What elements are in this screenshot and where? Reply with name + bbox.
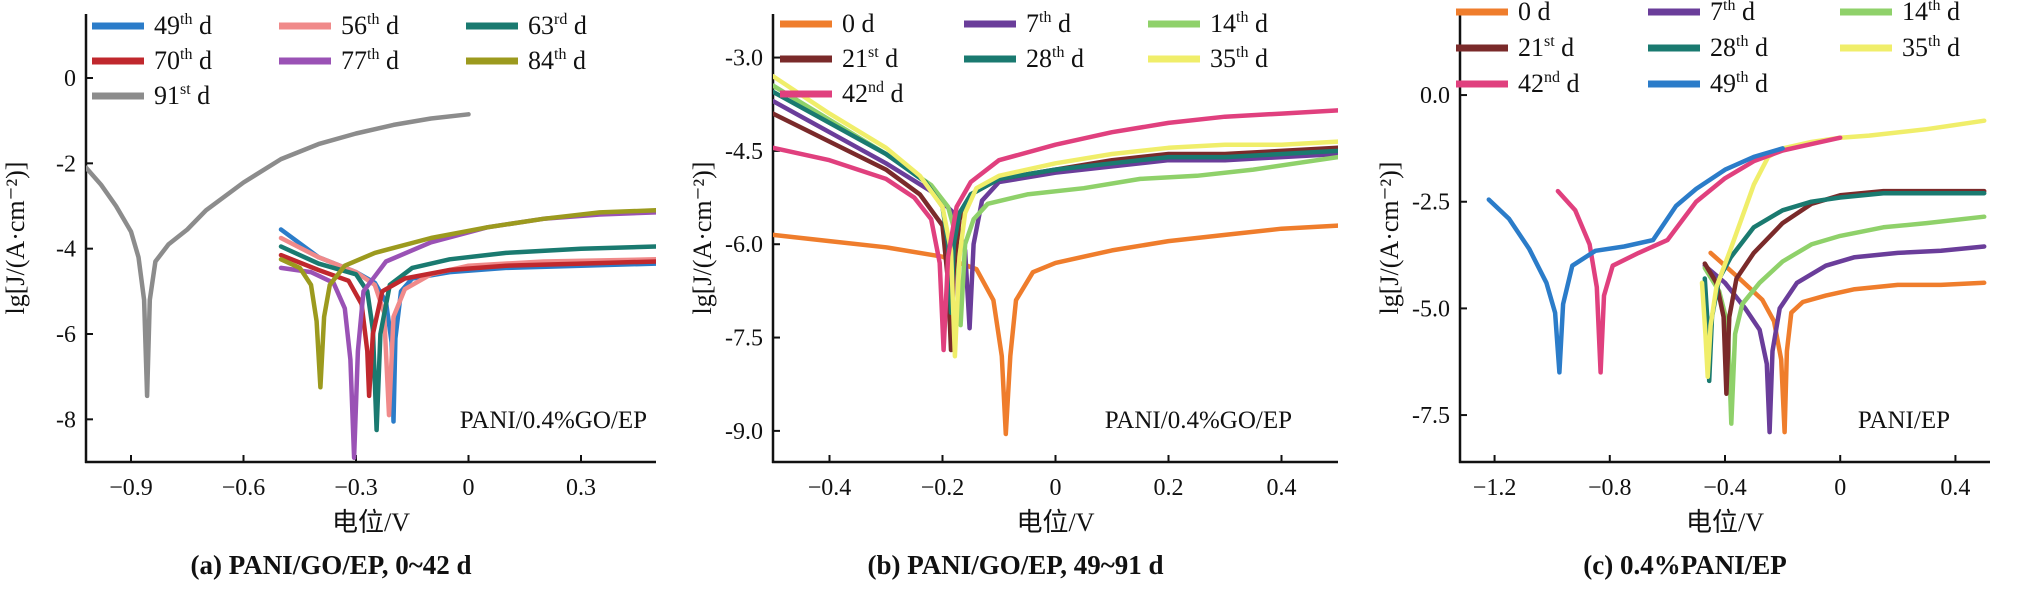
legend-label-0: 0 d [1518, 0, 1551, 26]
x-axis-title: 电位/V [332, 508, 410, 537]
legend-label-1: 7th d [1026, 9, 1071, 38]
x-tick-label: 0 [1834, 475, 1846, 501]
x-tick-label: −0.9 [109, 475, 153, 501]
y-tick-label: -6 [56, 322, 76, 348]
legend-label-5: 35th d [1902, 33, 1960, 62]
series-line-5 [773, 73, 1338, 359]
y-tick-label: -7.5 [725, 326, 763, 352]
panel-annotation: PANI/0.4%GO/EP [1105, 407, 1292, 434]
x-tick-label: −0.6 [222, 475, 266, 501]
legend-label-3: 21st d [842, 44, 898, 73]
x-tick-label: −0.2 [921, 475, 965, 501]
series-line-5 [278, 208, 656, 390]
series-line-4 [1702, 190, 1987, 384]
x-tick-label: 0.3 [566, 475, 596, 501]
x-tick-label: −0.8 [1588, 475, 1632, 501]
y-tick-label: -7.5 [1412, 403, 1450, 429]
legend-label-1: 7th d [1710, 0, 1755, 26]
y-tick-label: -8 [56, 407, 76, 433]
panel-annotation: PANI/0.4%GO/EP [460, 407, 647, 434]
x-tick-label: 0 [463, 475, 475, 501]
legend-label-2: 14th d [1210, 9, 1268, 38]
series-line-6 [1555, 135, 1843, 375]
x-tick-label: 0 [1050, 475, 1062, 501]
legend-label-2: 63rd d [528, 11, 587, 40]
chart-panel-2: −1.2 −0.8 −0.4 0 0.4 0.0 -2.5 -5.0 -7.5 电位/V lg[J/… [1375, 0, 1990, 580]
series-line-0 [1708, 250, 1987, 435]
series-line-5 [1699, 118, 1987, 379]
y-tick-label: 0 [64, 66, 76, 92]
y-axis-title: lg[J/(A·cm⁻²)] [1375, 162, 1404, 315]
legend-label-3: 21st d [1518, 33, 1574, 62]
series-line-3 [278, 252, 656, 399]
y-tick-label: -4 [56, 237, 76, 263]
legend-label-3: 70th d [154, 46, 212, 75]
series-line-1 [773, 98, 1338, 331]
series-group [773, 73, 1338, 437]
y-tick-label: -3.0 [725, 46, 763, 72]
legend-label-4: 28th d [1710, 33, 1768, 62]
y-tick-label: -4.5 [725, 139, 763, 165]
x-tick-label: −0.3 [334, 475, 378, 501]
legend-label-2: 14th d [1902, 0, 1960, 26]
legend: 0 d 7th d 14th d 21st d 28th d 35th d 42nd d [780, 9, 1268, 108]
legend: 49th d 56th d 63rd d 70th d 77th d 84th d 91st… [92, 11, 587, 110]
series-group [1486, 118, 1987, 435]
x-tick-label: −0.4 [1703, 475, 1747, 501]
legend-label-5: 35th d [1210, 44, 1268, 73]
y-tick-label: -6.0 [725, 232, 763, 258]
legend-label-5: 84th d [528, 46, 586, 75]
legend: 0 d 7th d 14th d 21st d 28th d 35th d 42nd d 49… [1456, 0, 1960, 98]
y-axis-title: lg[J/(A·cm⁻²)] [1, 162, 30, 315]
series-line-4 [773, 89, 1338, 315]
legend-label-4: 28th d [1026, 44, 1084, 73]
y-tick-label: -2.5 [1412, 190, 1450, 216]
chart-panel-1: −0.4 −0.2 0 0.2 0.4 -3.0 -4.5 -6.0 -7.5 -9.0 电位/V l… [688, 9, 1338, 580]
series-line-1 [1702, 244, 1987, 435]
series-group [86, 112, 656, 460]
legend-label-0: 49th d [154, 11, 212, 40]
y-tick-label: -5.0 [1412, 296, 1450, 322]
legend-label-4: 77th d [341, 46, 399, 75]
x-tick-label: 0.4 [1940, 475, 1970, 501]
x-tick-label: −0.4 [808, 475, 852, 501]
series-line-6 [773, 108, 1338, 353]
legend-label-0: 0 d [842, 9, 875, 38]
x-tick-label: −1.2 [1473, 475, 1517, 501]
y-tick-label: -9.0 [725, 419, 763, 445]
x-tick-label: 0.4 [1267, 475, 1297, 501]
series-line-2 [1702, 214, 1987, 426]
x-axis-title: 电位/V [1016, 508, 1094, 537]
legend-label-6: 91st d [154, 81, 210, 110]
x-axis-title: 电位/V [1686, 508, 1764, 537]
x-tick-label: 0.2 [1154, 475, 1184, 501]
y-tick-label: -2 [56, 151, 76, 177]
panel-caption: (c) 0.4%PANI/EP [1583, 550, 1786, 580]
series-line-7 [1486, 146, 1785, 375]
legend-label-6: 42nd d [842, 79, 904, 108]
y-tick-label: 0.0 [1420, 83, 1450, 109]
chart-panel-0: −0.9 −0.6 −0.3 0 0.3 0 -2 -4 -6 -8 电位/V lg[J/(A·cm⁻… [1, 11, 656, 580]
series-line-2 [773, 83, 1338, 328]
series-line-1 [278, 235, 656, 418]
series-line-6 [86, 112, 471, 399]
legend-label-6: 42nd d [1518, 69, 1580, 98]
panel-caption: (b) PANI/GO/EP, 49~91 d [867, 550, 1163, 580]
panel-annotation: PANI/EP [1858, 407, 1950, 434]
y-axis-title: lg[J/(A·cm⁻²)] [688, 162, 717, 315]
series-line-0 [773, 223, 1338, 437]
panel-caption: (a) PANI/GO/EP, 0~42 d [190, 550, 471, 580]
series-line-2 [278, 244, 656, 433]
legend-label-7: 49th d [1710, 69, 1768, 98]
legend-label-1: 56th d [341, 11, 399, 40]
